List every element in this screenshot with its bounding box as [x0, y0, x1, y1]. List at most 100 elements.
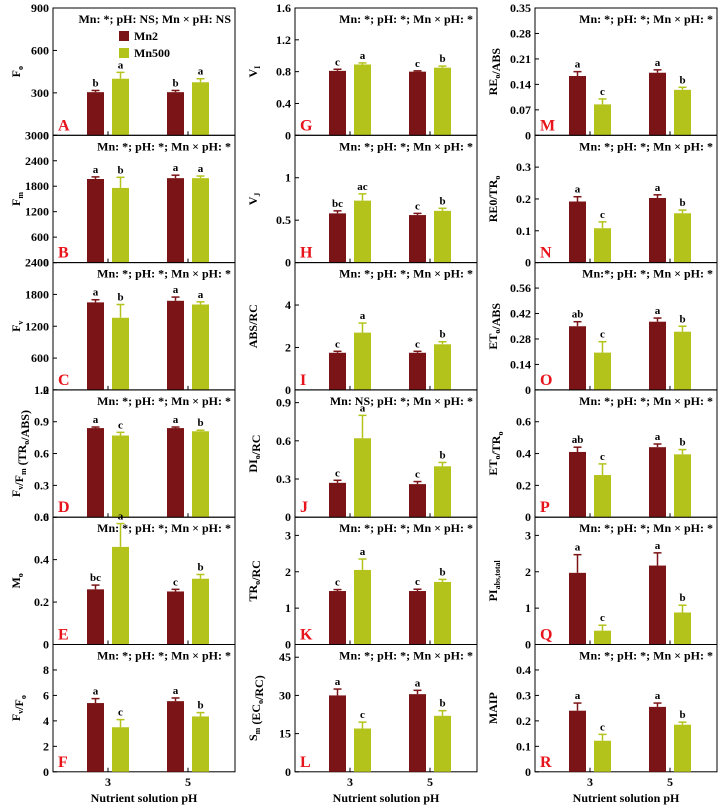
- significance-letter: ab: [572, 434, 584, 446]
- bar-mn500: [354, 728, 371, 772]
- y-tick-label: 0.1: [516, 739, 531, 753]
- bar-mn2: [569, 710, 586, 772]
- panel-letter: F: [58, 754, 68, 771]
- y-tick-label: 0.4: [276, 96, 291, 110]
- panel-b: 0 600 1200 1800 2400 3000 Fm a a b a Mn: *; pH: *; …: [9, 128, 236, 270]
- y-tick-label: 2400: [25, 256, 49, 270]
- bar-mn500: [354, 64, 371, 136]
- bar-mn500: [192, 578, 209, 645]
- panel-letter: O: [540, 372, 552, 389]
- significance-letter: a: [173, 685, 179, 697]
- y-axis-label-part: /RC): [252, 675, 266, 701]
- y-tick-label: 1.2: [34, 383, 49, 397]
- panel-letter: N: [540, 245, 552, 262]
- y-axis-label: Sm (ECo/RC): [246, 675, 266, 741]
- y-tick-label: 15: [279, 727, 291, 741]
- y-tick-label: 0: [285, 638, 291, 652]
- anova-annotation: Mn: *; pH: *; Mn × pH: *: [97, 649, 231, 663]
- legend-label: Mn500: [134, 46, 170, 60]
- y-tick-label: 0.3: [516, 160, 531, 174]
- significance-letter: b: [172, 77, 178, 89]
- x-axis-title: Nutrient solution pH: [573, 791, 680, 805]
- bar-mn2: [87, 703, 104, 772]
- y-tick-label: 0.28: [510, 26, 531, 40]
- bar-mn500: [434, 715, 451, 772]
- significance-letter: a: [93, 287, 99, 299]
- plot-frame: [294, 644, 478, 773]
- y-tick-label: 0.5: [276, 213, 291, 227]
- y-tick-label: 0.9: [276, 396, 291, 410]
- panel-c: 0 600 1200 1800 2400 Fv a a b a Mn: *; pH: *; Mn ×…: [9, 256, 236, 397]
- y-axis-label-part: PI: [486, 589, 500, 601]
- bar-mn500: [434, 581, 451, 645]
- significance-letter: b: [439, 698, 445, 710]
- y-axis-label-subscript: o: [256, 700, 265, 704]
- bar-mn2: [87, 92, 104, 136]
- x-tick-label: 3: [347, 775, 353, 789]
- bar-mn2: [569, 201, 586, 263]
- panel-letter: J: [300, 499, 308, 516]
- y-tick-label: 0.9: [34, 415, 49, 429]
- significance-letter: b: [679, 592, 685, 604]
- y-tick-label: 8: [43, 663, 49, 677]
- y-axis-label: RE0/TRo: [486, 176, 502, 223]
- y-tick-label: 0.3: [276, 472, 291, 486]
- y-tick-label: 0.4: [516, 447, 531, 461]
- significance-letter: a: [575, 59, 581, 71]
- bar-mn500: [594, 740, 611, 772]
- y-tick-label: 0: [525, 510, 531, 524]
- bar-mn2: [329, 70, 346, 136]
- legend-swatch: [119, 31, 129, 41]
- y-axis-label: REo/ABS: [486, 48, 503, 96]
- y-axis-label-subscript: o: [253, 581, 262, 585]
- significance-letter: a: [655, 305, 661, 317]
- y-tick-label: 0: [525, 765, 531, 779]
- y-axis-label: DIo/RC: [246, 435, 263, 473]
- y-tick-label: 4: [285, 298, 291, 312]
- bar-mn500: [674, 724, 691, 772]
- significance-letter: c: [118, 707, 123, 719]
- significance-letter: a: [93, 686, 99, 698]
- y-tick-label: 0.3: [516, 688, 531, 702]
- significance-letter: b: [117, 292, 123, 304]
- significance-letter: c: [360, 709, 365, 721]
- bar-mn2: [569, 76, 586, 136]
- significance-letter: a: [575, 690, 581, 702]
- significance-letter: c: [335, 467, 340, 479]
- y-axis-label: MAIP: [486, 692, 500, 724]
- y-tick-label: 0: [43, 638, 49, 652]
- y-axis-label-part: /F: [12, 475, 26, 487]
- panel-letter: P: [540, 499, 550, 516]
- x-tick-label: 5: [427, 775, 433, 789]
- bar-mn2: [569, 572, 586, 645]
- bar-mn500: [112, 187, 129, 263]
- y-axis-label-subscript: I: [253, 66, 262, 69]
- y-axis-label: Fv/Fm (TRo/ABS): [9, 410, 32, 497]
- y-axis-label-subscript: o: [16, 573, 25, 577]
- y-axis-label-part: /TR: [489, 435, 503, 456]
- panel-e: 0 0.2 0.4 0.6 Mo bc c a b Mn: *; pH: *; Mn × pH: …: [9, 510, 236, 652]
- significance-letter: b: [92, 77, 98, 89]
- y-axis-label-subscript: v: [16, 710, 25, 714]
- bar-mn500: [192, 431, 209, 518]
- significance-letter: a: [360, 50, 366, 62]
- anova-annotation: Mn: *; pH: NS; Mn × pH: NS: [78, 12, 231, 26]
- y-tick-label: 0.2: [34, 595, 49, 609]
- anova-annotation: Mn: *; pH: *; Mn × pH: *: [579, 12, 713, 26]
- y-tick-label: 600: [31, 351, 49, 365]
- y-axis-label-part: (EC: [249, 704, 263, 728]
- significance-letter: c: [600, 86, 605, 98]
- significance-letter: b: [197, 561, 203, 573]
- y-axis-label-part: ET: [486, 334, 500, 350]
- bar-mn2: [329, 352, 346, 390]
- y-tick-label: 0.6: [516, 415, 531, 429]
- significance-letter: c: [335, 577, 340, 589]
- anova-annotation: Mn: *; pH: *; Mn × pH: *: [339, 139, 473, 153]
- significance-letter: b: [679, 709, 685, 721]
- significance-letter: c: [600, 451, 605, 463]
- significance-letter: a: [173, 284, 179, 296]
- anova-annotation: Mn: *; pH: *; Mn × pH: *: [579, 521, 713, 535]
- bar-mn2: [329, 591, 346, 645]
- anova-annotation: Mn: *; pH: *; Mn × pH: *: [579, 649, 713, 663]
- panel-letter: D: [58, 499, 70, 516]
